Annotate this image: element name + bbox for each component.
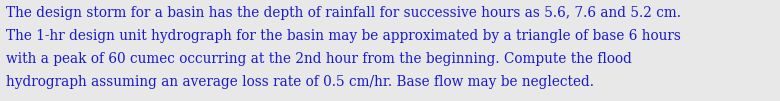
Text: with a peak of 60 cumec occurring at the 2nd hour from the beginning. Compute th: with a peak of 60 cumec occurring at the… — [6, 52, 632, 66]
Text: The 1-hr design unit hydrograph for the basin may be approximated by a triangle : The 1-hr design unit hydrograph for the … — [6, 29, 681, 43]
Text: hydrograph assuming an average loss rate of 0.5 cm/hr. Base flow may be neglecte: hydrograph assuming an average loss rate… — [6, 75, 594, 89]
Text: The design storm for a basin has the depth of rainfall for successive hours as 5: The design storm for a basin has the dep… — [6, 6, 681, 20]
